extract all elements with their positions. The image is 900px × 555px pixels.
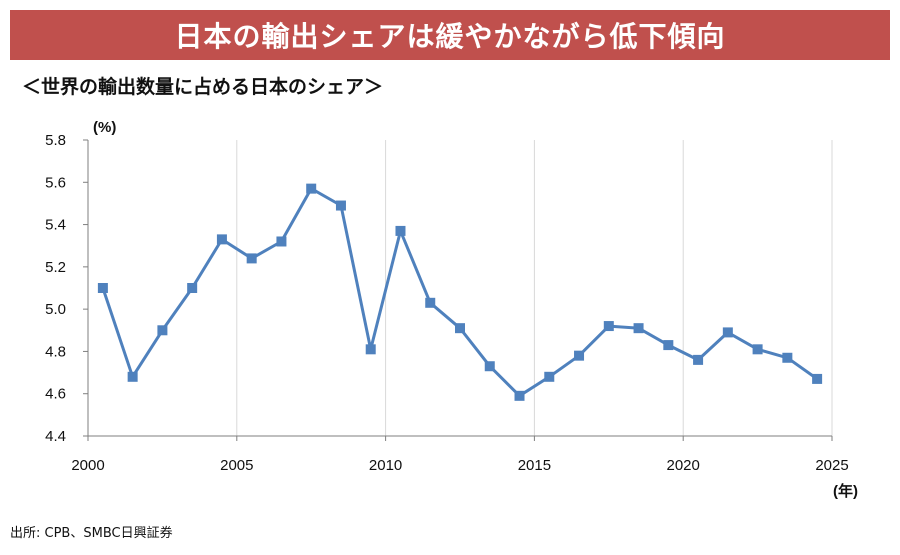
y-tick-label: 4.8 bbox=[45, 343, 66, 360]
data-point-marker bbox=[812, 373, 823, 384]
y-axis-unit-label: (%) bbox=[93, 119, 116, 136]
page-title: 日本の輸出シェアは緩やかながら低下傾向 bbox=[174, 20, 726, 53]
line-chart: 4.4 4.6 4.8 5.0 5.2 5.4 5.6 5.8 2000 2005 2010 2015… bbox=[45, 119, 858, 500]
data-point-marker bbox=[782, 352, 793, 363]
y-tick-label: 5.4 bbox=[45, 217, 66, 234]
data-point-marker bbox=[663, 340, 674, 351]
x-tick-label: 2005 bbox=[220, 457, 253, 474]
data-point-marker bbox=[97, 283, 108, 293]
data-point-marker bbox=[216, 234, 227, 245]
data-point-marker bbox=[722, 327, 733, 338]
data-point-marker bbox=[246, 253, 257, 264]
data-point-marker bbox=[276, 236, 287, 247]
data-point-marker bbox=[544, 371, 555, 382]
x-tick-label: 2020 bbox=[667, 457, 700, 474]
data-point-marker bbox=[127, 371, 138, 382]
data-point-marker bbox=[484, 361, 495, 372]
source-note: 出所: CPB、SMBC日興証券 bbox=[10, 526, 173, 541]
data-point-marker bbox=[514, 390, 525, 401]
x-axis-unit-label: (年) bbox=[833, 482, 858, 500]
x-tick-label: 2025 bbox=[815, 457, 848, 474]
y-tick-label: 5.0 bbox=[45, 301, 66, 318]
data-point-marker bbox=[187, 283, 198, 293]
data-point-marker bbox=[306, 183, 317, 194]
data-point-marker bbox=[693, 354, 704, 365]
data-point-marker bbox=[395, 225, 406, 236]
data-point-marker bbox=[603, 321, 614, 332]
data-point-marker bbox=[335, 200, 346, 211]
chart-subtitle: ＜世界の輸出数量に占める日本のシェア＞ bbox=[22, 76, 384, 98]
data-point-marker bbox=[425, 297, 436, 308]
y-tick-label: 5.6 bbox=[45, 174, 66, 191]
title-banner: 日本の輸出シェアは緩やかながら低下傾向 bbox=[10, 10, 890, 60]
data-point-marker bbox=[633, 323, 644, 334]
y-tick-label: 5.8 bbox=[45, 132, 66, 149]
y-tick-label: 5.2 bbox=[45, 259, 66, 276]
x-tick-label: 2000 bbox=[71, 457, 104, 474]
data-point-marker bbox=[157, 325, 168, 336]
series-line bbox=[101, 187, 818, 398]
data-point-marker bbox=[574, 350, 585, 361]
data-point-marker bbox=[752, 344, 763, 355]
x-tick-label: 2015 bbox=[518, 457, 551, 474]
x-tick-label: 2010 bbox=[369, 457, 402, 474]
y-tick-label: 4.4 bbox=[45, 428, 66, 445]
data-point-marker bbox=[365, 344, 376, 355]
y-tick-label: 4.6 bbox=[45, 386, 66, 403]
data-point-marker bbox=[455, 323, 465, 334]
